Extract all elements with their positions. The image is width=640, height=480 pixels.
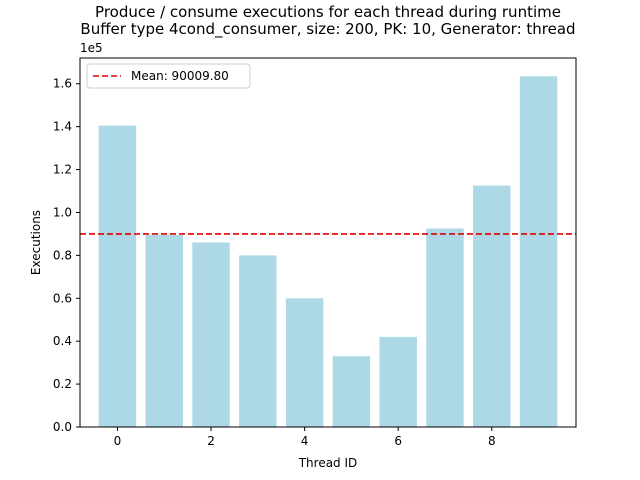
y-tick-label: 0.6 — [53, 291, 72, 305]
y-tick-label: 1.6 — [53, 77, 72, 91]
y-tick-label: 0.2 — [53, 377, 72, 391]
x-axis: 0 2 4 6 8 — [114, 427, 496, 448]
bar-thread-8 — [473, 185, 511, 427]
y-axis-label: Executions — [29, 210, 43, 275]
x-tick-label: 2 — [207, 434, 215, 448]
x-tick-label: 6 — [394, 434, 402, 448]
bar-thread-4 — [285, 298, 324, 427]
bar-thread-9 — [519, 76, 558, 427]
bar-thread-2 — [192, 242, 230, 427]
x-tick-label: 4 — [301, 434, 309, 448]
y-tick-label: 0.8 — [53, 248, 72, 262]
y-tick-label: 1.2 — [53, 163, 72, 177]
chart-subtitle: Buffer type 4cond_consumer, size: 200, P… — [80, 20, 575, 39]
bars — [98, 76, 558, 427]
x-tick-label: 8 — [488, 434, 496, 448]
legend-box — [86, 63, 251, 89]
chart-title: Produce / consume executions for each th… — [95, 3, 561, 21]
bar-thread-6 — [379, 336, 417, 427]
y-offset-label: 1e5 — [80, 41, 103, 55]
y-tick-label: 1.4 — [53, 120, 72, 134]
legend-mean-label: Mean: 90009.80 — [131, 69, 229, 83]
bar-thread-3 — [239, 255, 277, 427]
y-axis: 0.0 0.2 0.4 0.6 0.8 1.0 1.2 1.4 1.6 — [53, 77, 80, 434]
legend: Mean: 90009.80 — [86, 63, 251, 89]
bar-thread-0 — [98, 125, 137, 427]
y-tick-label: 0.4 — [53, 334, 72, 348]
bar-thread-7 — [426, 228, 464, 427]
bar-thread-5 — [332, 356, 371, 427]
bar-thread-1 — [145, 234, 183, 427]
x-axis-label: Thread ID — [298, 456, 358, 470]
y-tick-label: 1.0 — [53, 205, 72, 219]
plot-frame — [79, 57, 577, 428]
x-tick-label: 0 — [114, 434, 122, 448]
y-tick-label: 0.0 — [53, 420, 72, 434]
